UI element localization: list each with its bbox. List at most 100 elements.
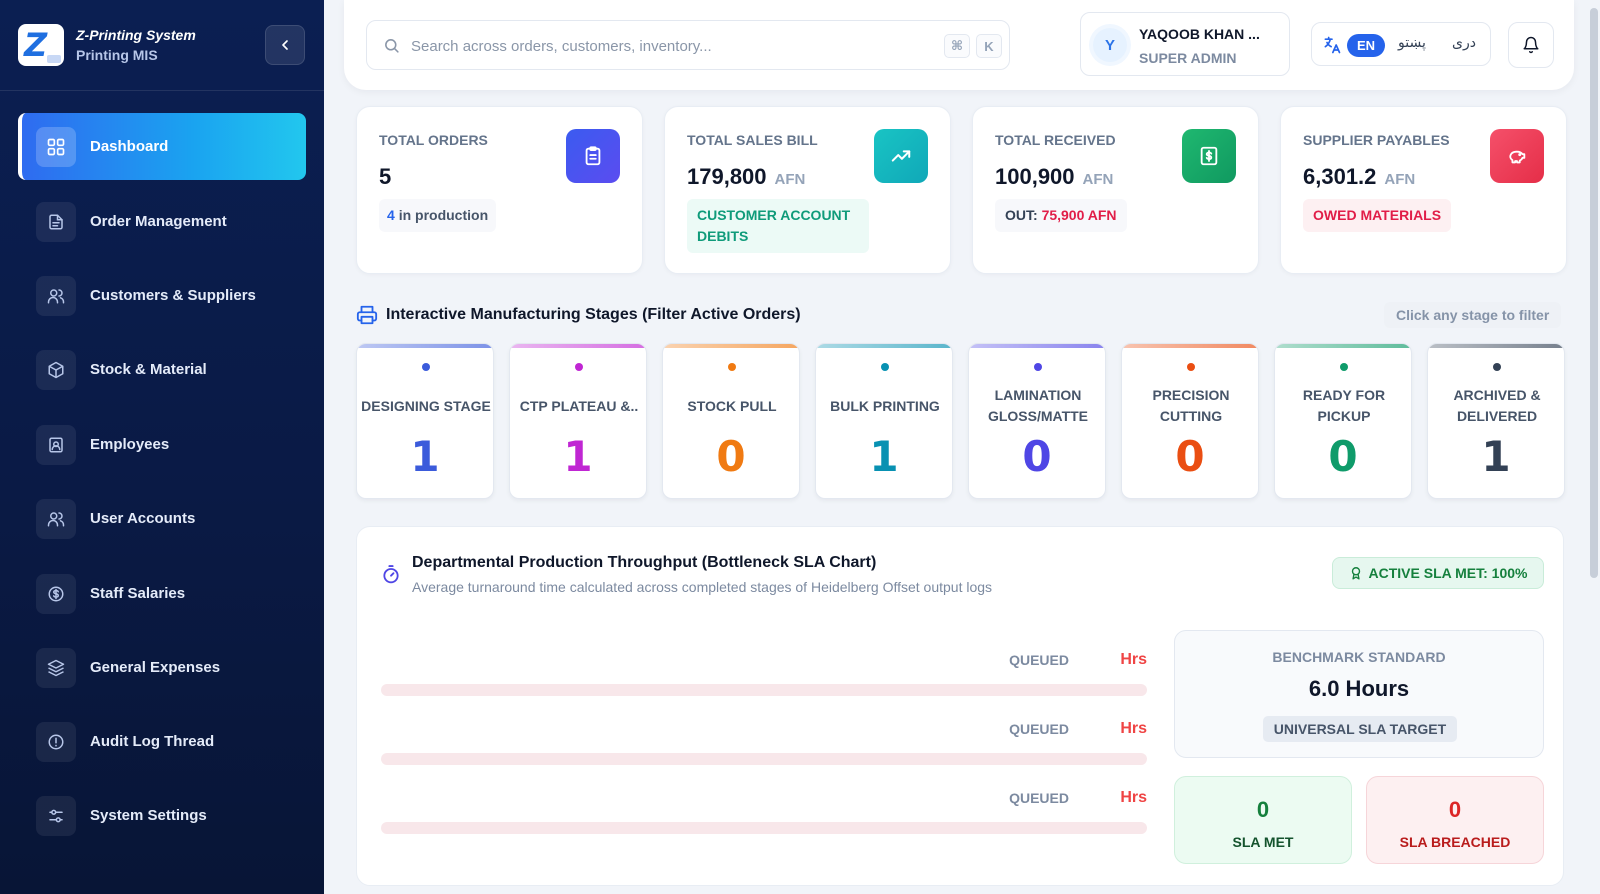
department-row: QUEUED Hrs <box>381 720 1147 781</box>
stage-card[interactable]: READY FOR PICKUP 0 <box>1274 343 1412 499</box>
sla-met-count: 0 <box>1256 797 1270 822</box>
throughput-bar-track <box>381 822 1147 834</box>
department-status: QUEUED <box>1009 790 1069 806</box>
alert-circle-icon <box>36 721 76 762</box>
department-hours-unit: Hrs <box>1120 651 1147 668</box>
dashboard-grid-icon <box>36 126 76 167</box>
app-subtitle: Printing MIS <box>76 47 158 63</box>
search-input[interactable] <box>411 33 911 59</box>
stat-label: TOTAL RECEIVED <box>995 132 1116 148</box>
benchmark-label: BENCHMARK STANDARD <box>1272 649 1446 665</box>
shortcut-command-key: ⌘ <box>944 34 970 58</box>
stage-count: 1 <box>869 432 899 481</box>
translate-icon <box>1324 36 1341 54</box>
box-icon <box>36 349 76 390</box>
in-production-badge: 4 in production <box>379 199 497 232</box>
department-status: QUEUED <box>1009 652 1069 668</box>
customer-debits-badge: CUSTOMER ACCOUNT DEBITS <box>687 199 869 253</box>
sidebar-item-general-expenses[interactable]: General Expenses <box>18 634 306 701</box>
notifications-button[interactable] <box>1508 22 1554 68</box>
sidebar-item-customers-suppliers[interactable]: Customers & Suppliers <box>18 262 306 329</box>
benchmark-tag: UNIVERSAL SLA TARGET <box>1263 716 1457 742</box>
stat-card-supplier-payables: SUPPLIER PAYABLES 6,301.2 AFN OWED MATERI… <box>1280 106 1567 274</box>
sidebar-item-employees[interactable]: Employees <box>18 411 306 478</box>
stat-label: TOTAL ORDERS <box>379 132 488 148</box>
stage-card[interactable]: STOCK PULL 0 <box>662 343 800 499</box>
sidebar-item-label: System Settings <box>90 807 207 824</box>
sidebar-item-user-accounts[interactable]: User Accounts <box>18 485 306 552</box>
sidebar-item-order-management[interactable]: Order Management <box>18 188 306 255</box>
page-scrollbar[interactable] <box>1588 0 1600 894</box>
stage-dot <box>728 363 736 371</box>
stage-dot <box>1034 363 1042 371</box>
layers-icon <box>36 647 76 688</box>
stage-name: READY FOR PICKUP <box>1302 387 1386 424</box>
stage-count: 1 <box>1481 432 1511 481</box>
sidebar-item-label: Stock & Material <box>90 361 207 378</box>
stage-card[interactable]: DESIGNING STAGE 1 <box>356 343 494 499</box>
sidebar-item-dashboard[interactable]: Dashboard <box>18 113 306 180</box>
sla-met-card: 0 SLA MET <box>1174 776 1352 864</box>
stage-dot <box>1340 363 1348 371</box>
stage-name: BULK PRINTING <box>830 397 940 414</box>
sidebar-item-label: General Expenses <box>90 659 221 676</box>
user-name: YAQOOB KHAN ... <box>1139 26 1260 42</box>
stage-dot <box>881 363 889 371</box>
stage-count: 0 <box>1175 432 1205 481</box>
stage-card[interactable]: PRECISION CUTTING 0 <box>1121 343 1259 499</box>
stopwatch-icon <box>383 565 399 584</box>
user-profile-card[interactable]: Y YAQOOB KHAN ... SUPER ADMIN <box>1080 12 1290 76</box>
stage-name: DESIGNING STAGE <box>361 397 491 414</box>
stages-section-header: Interactive Manufacturing Stages (Filter… <box>356 303 801 327</box>
stage-card[interactable]: LAMINATION GLOSS/MATTE 0 <box>968 343 1106 499</box>
stage-name: ARCHIVED & DELIVERED <box>1453 387 1541 424</box>
stat-card-total-received: TOTAL RECEIVED 100,900 AFN OUT: 75,900 AF… <box>972 106 1259 274</box>
stage-name: CTP PLATEAU &.. <box>519 397 639 414</box>
benchmark-card: BENCHMARK STANDARD 6.0 Hours UNIVERSAL S… <box>1174 630 1544 758</box>
sidebar-item-staff-salaries[interactable]: Staff Salaries <box>18 560 306 627</box>
sla-title: Departmental Production Throughput (Bott… <box>412 554 877 571</box>
printer-icon <box>356 305 378 325</box>
stage-name: LAMINATION GLOSS/MATTE <box>987 387 1089 424</box>
stat-card-total-sales: TOTAL SALES BILL 179,800 AFN CUSTOMER ACC… <box>664 106 951 274</box>
stat-value: 179,800 AFN <box>687 164 806 189</box>
department-status: QUEUED <box>1009 721 1069 737</box>
language-pashto-button[interactable]: پښتو <box>1398 35 1426 51</box>
app-title: Z-Printing System <box>76 27 196 43</box>
stage-count: 0 <box>1022 432 1052 481</box>
clipboard-icon <box>566 129 620 183</box>
language-dari-button[interactable]: دری <box>1452 35 1476 51</box>
sla-subtitle: Average turnaround time calculated acros… <box>412 579 993 595</box>
language-en-button[interactable]: EN <box>1347 34 1385 57</box>
stage-count: 0 <box>1328 432 1358 481</box>
department-row: QUEUED Hrs <box>381 651 1147 712</box>
stat-value: 100,900 AFN <box>995 164 1114 189</box>
sidebar: Z Z-Printing System Printing MIS Dashboa… <box>0 0 324 894</box>
stage-dot <box>1493 363 1501 371</box>
sidebar-item-audit-log[interactable]: Audit Log Thread <box>18 708 306 775</box>
filter-hint: Click any stage to filter <box>1384 302 1562 328</box>
search-box[interactable]: ⌘ K <box>366 20 1010 70</box>
language-switcher: EN پښتو دری <box>1311 22 1491 66</box>
stage-count: 1 <box>563 432 593 481</box>
brand: Z Z-Printing System Printing MIS <box>18 24 308 68</box>
user-role: SUPER ADMIN <box>1139 50 1237 66</box>
sidebar-item-label: User Accounts <box>90 510 196 527</box>
search-icon <box>385 39 399 53</box>
sla-met-label: SLA MET <box>1232 834 1294 850</box>
logo-letter: Z <box>24 26 48 64</box>
dollar-circle-icon <box>36 573 76 614</box>
stage-card[interactable]: BULK PRINTING 1 <box>815 343 953 499</box>
stat-value: 5 <box>379 164 392 189</box>
collapse-sidebar-button[interactable] <box>265 25 305 65</box>
stage-card[interactable]: ARCHIVED & DELIVERED 1 <box>1427 343 1565 499</box>
users-icon <box>36 498 76 539</box>
sidebar-item-system-settings[interactable]: System Settings <box>18 782 306 849</box>
stage-card[interactable]: CTP PLATEAU &.. 1 <box>509 343 647 499</box>
award-icon <box>1351 567 1360 580</box>
sla-panel: Departmental Production Throughput (Bott… <box>356 526 1564 886</box>
scrollbar-thumb[interactable] <box>1590 8 1598 578</box>
benchmark-value: 6.0 Hours <box>1308 676 1410 701</box>
app-logo: Z <box>18 24 64 66</box>
sidebar-item-stock-material[interactable]: Stock & Material <box>18 336 306 403</box>
